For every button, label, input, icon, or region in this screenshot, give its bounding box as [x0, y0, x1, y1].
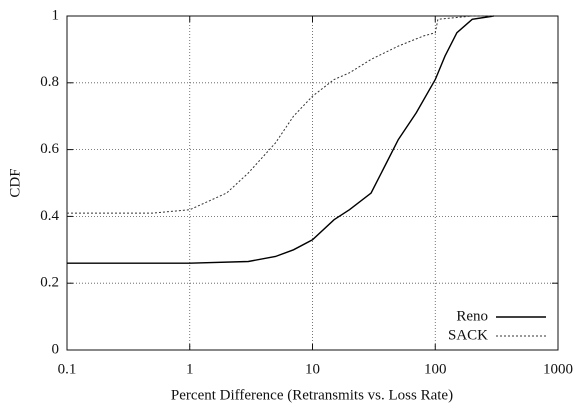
x-tick-label: 10	[305, 361, 320, 377]
y-tick-label: 0.2	[40, 275, 59, 291]
y-tick-label: 0.4	[40, 208, 59, 224]
y-tick-label: 1	[52, 7, 60, 23]
series-line	[67, 15, 494, 264]
x-tick-label: 1	[186, 361, 194, 377]
y-tick-label: 0.6	[40, 141, 59, 157]
plot-frame	[66, 15, 559, 351]
x-tick-label: 0.1	[58, 361, 77, 377]
y-tick-label: 0.8	[40, 74, 59, 90]
series-line	[67, 15, 494, 214]
y-tick-label: 0	[52, 341, 60, 357]
x-tick-label: 100	[424, 361, 447, 377]
y-axis-label: CDF	[7, 168, 23, 197]
x-axis-label: Percent Difference (Retransmits vs. Loss…	[171, 387, 453, 403]
legend-label: SACK	[448, 327, 488, 343]
x-tick-label: 1000	[543, 361, 573, 377]
legend-label: Reno	[456, 308, 488, 324]
